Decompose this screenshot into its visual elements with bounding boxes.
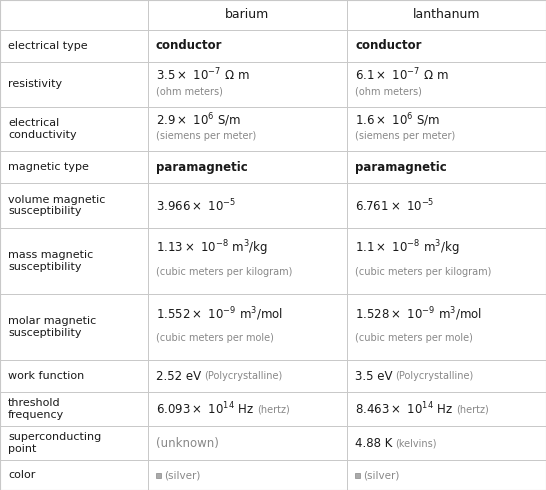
Text: $\mathrm{1.552\times\ 10}^{-9}\mathrm{\ m}^{3}\mathrm{/mol}$: $\mathrm{1.552\times\ 10}^{-9}\mathrm{\ … [156, 305, 283, 322]
Text: $\mathrm{3.5\times\ 10}^{-7}\mathrm{\ \Omega\ m}$: $\mathrm{3.5\times\ 10}^{-7}\mathrm{\ \O… [156, 67, 250, 83]
Text: electrical type: electrical type [8, 41, 87, 51]
Text: $\mathrm{6.093\times\ 10}^{14}\mathrm{\ Hz}$: $\mathrm{6.093\times\ 10}^{14}\mathrm{\ … [156, 401, 254, 417]
Text: threshold
frequency: threshold frequency [8, 398, 64, 420]
Text: (silver): (silver) [363, 470, 399, 480]
Text: $\mathrm{1.528\times\ 10}^{-9}\mathrm{\ m}^{3}\mathrm{/mol}$: $\mathrm{1.528\times\ 10}^{-9}\mathrm{\ … [355, 305, 482, 322]
Text: (cubic meters per mole): (cubic meters per mole) [156, 333, 274, 343]
Text: lanthanum: lanthanum [413, 8, 480, 22]
Text: paramagnetic: paramagnetic [156, 161, 248, 174]
Text: paramagnetic: paramagnetic [355, 161, 447, 174]
Text: (ohm meters): (ohm meters) [355, 87, 422, 97]
Bar [355, 472, 360, 478]
Text: $\mathrm{3.966\times\ 10}^{-5}$: $\mathrm{3.966\times\ 10}^{-5}$ [156, 197, 236, 214]
Text: molar magnetic
susceptibility: molar magnetic susceptibility [8, 316, 96, 338]
Text: (cubic meters per mole): (cubic meters per mole) [355, 333, 473, 343]
Bar [156, 472, 161, 478]
Text: (silver): (silver) [164, 470, 200, 480]
Text: $\mathrm{8.463\times\ 10}^{14}\mathrm{\ Hz}$: $\mathrm{8.463\times\ 10}^{14}\mathrm{\ … [355, 401, 453, 417]
Text: (cubic meters per kilogram): (cubic meters per kilogram) [156, 267, 292, 277]
Text: resistivity: resistivity [8, 79, 62, 89]
Text: 4.88 K: 4.88 K [355, 437, 393, 450]
Text: color: color [8, 470, 35, 480]
Text: (Polycrystalline): (Polycrystalline) [395, 371, 474, 381]
Text: work function: work function [8, 371, 84, 381]
Text: $\mathrm{1.6\times\ 10}^{6}\mathrm{\ S/m}$: $\mathrm{1.6\times\ 10}^{6}\mathrm{\ S/m… [355, 111, 440, 129]
Text: (siemens per meter): (siemens per meter) [355, 131, 455, 142]
Text: magnetic type: magnetic type [8, 162, 89, 172]
Text: 2.52 eV: 2.52 eV [156, 369, 201, 383]
Text: (hertz): (hertz) [456, 404, 489, 414]
Text: superconducting
point: superconducting point [8, 432, 101, 454]
Text: $\mathrm{1.13\times\ 10}^{-8}\mathrm{\ m}^{3}\mathrm{/kg}$: $\mathrm{1.13\times\ 10}^{-8}\mathrm{\ m… [156, 238, 268, 258]
Text: conductor: conductor [156, 39, 223, 52]
Text: volume magnetic
susceptibility: volume magnetic susceptibility [8, 195, 105, 217]
Text: $\mathrm{6.1\times\ 10}^{-7}\mathrm{\ \Omega\ m}$: $\mathrm{6.1\times\ 10}^{-7}\mathrm{\ \O… [355, 67, 449, 83]
Text: (Polycrystalline): (Polycrystalline) [204, 371, 282, 381]
Text: $\mathrm{2.9\times\ 10}^{6}\mathrm{\ S/m}$: $\mathrm{2.9\times\ 10}^{6}\mathrm{\ S/m… [156, 111, 241, 129]
Text: mass magnetic
susceptibility: mass magnetic susceptibility [8, 250, 93, 272]
Text: (kelvins): (kelvins) [395, 438, 437, 448]
Text: (unknown): (unknown) [156, 437, 219, 450]
Text: (cubic meters per kilogram): (cubic meters per kilogram) [355, 267, 491, 277]
Text: (siemens per meter): (siemens per meter) [156, 131, 256, 142]
Text: $\mathrm{1.1\times\ 10}^{-8}\mathrm{\ m}^{3}\mathrm{/kg}$: $\mathrm{1.1\times\ 10}^{-8}\mathrm{\ m}… [355, 238, 460, 258]
Text: 3.5 eV: 3.5 eV [355, 369, 393, 383]
Text: (hertz): (hertz) [257, 404, 290, 414]
Text: electrical
conductivity: electrical conductivity [8, 118, 76, 140]
Text: (ohm meters): (ohm meters) [156, 87, 223, 97]
Text: $\mathrm{6.761\times\ 10}^{-5}$: $\mathrm{6.761\times\ 10}^{-5}$ [355, 197, 435, 214]
Text: conductor: conductor [355, 39, 422, 52]
Text: barium: barium [225, 8, 270, 22]
